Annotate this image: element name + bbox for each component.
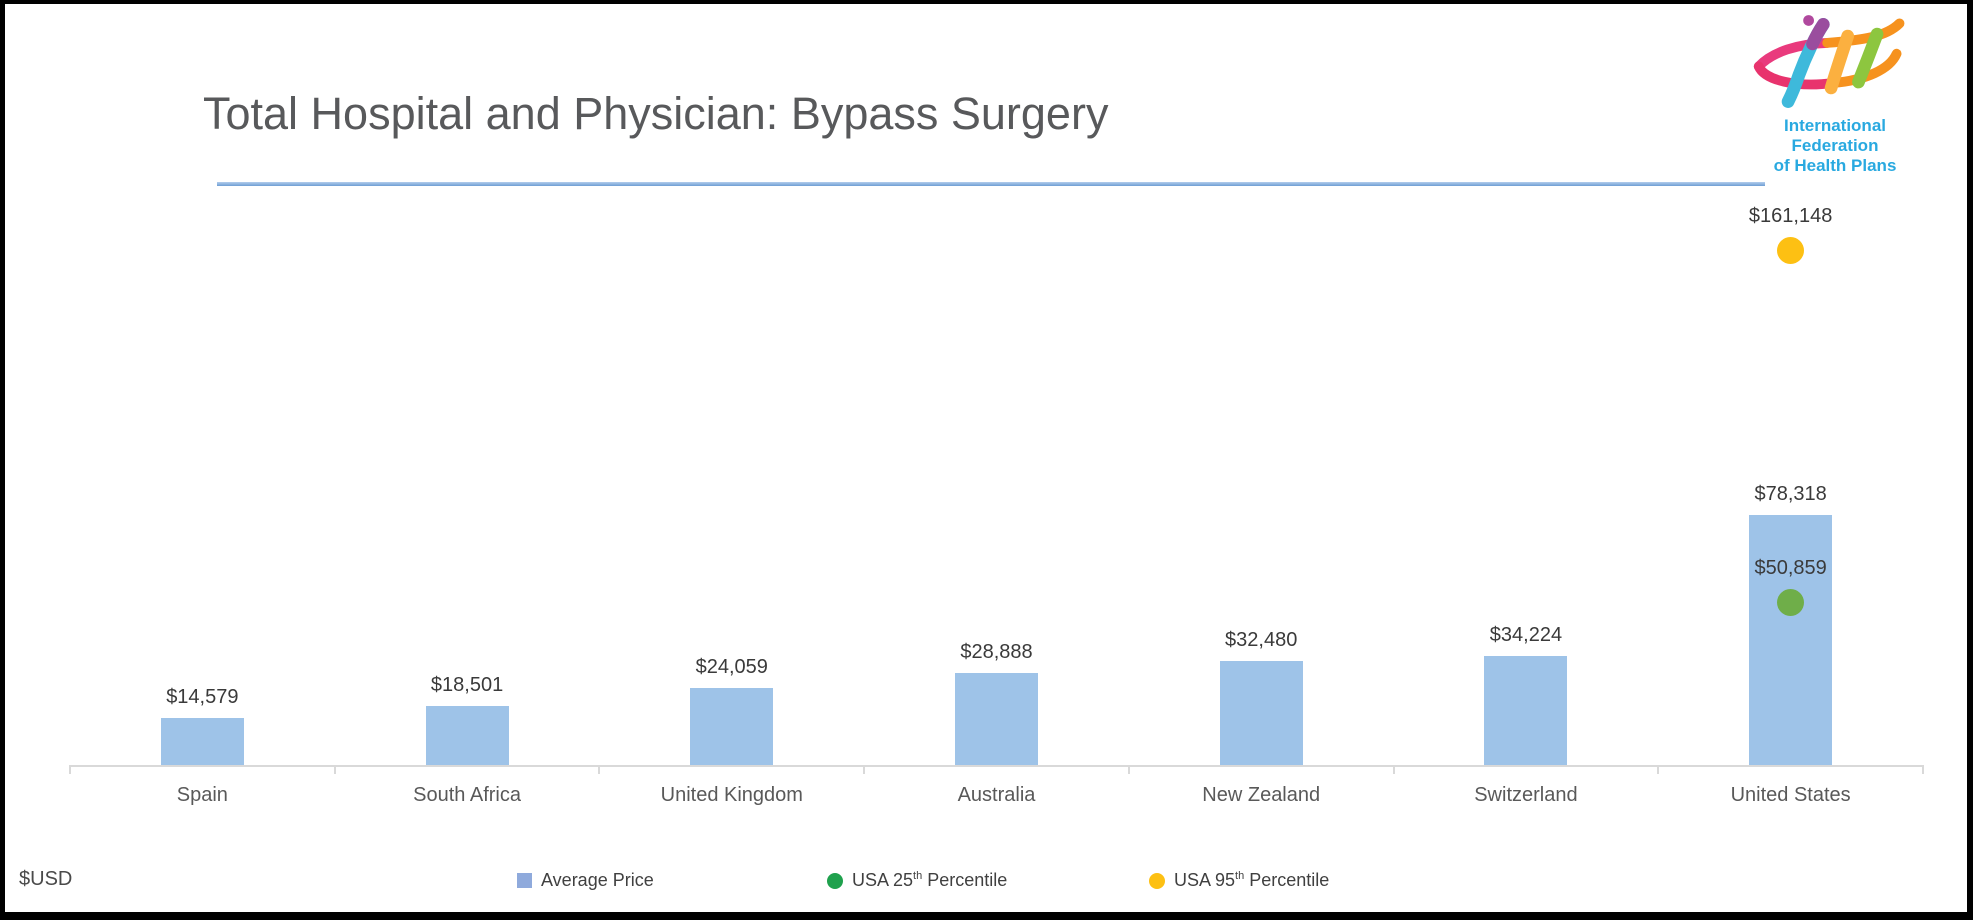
x-axis xyxy=(70,765,1923,767)
value-label-united-kingdom: $24,059 xyxy=(695,656,768,679)
dot-usa-25th-percentile xyxy=(1777,589,1805,617)
legend-item-average-price: Average Price xyxy=(517,870,654,891)
category-label-spain: Spain xyxy=(176,784,228,806)
x-axis-tick xyxy=(1127,765,1130,774)
legend-label-average-price: Average Price xyxy=(541,870,654,890)
bar-new-zealand xyxy=(1219,661,1303,765)
bar-united-kingdom xyxy=(690,688,774,765)
title-underline xyxy=(217,182,1765,186)
ifhp-ribbon-icon xyxy=(1753,15,1905,108)
legend-item-usa-25th-percentile: USA 25th Percentile xyxy=(827,870,1007,891)
x-axis-tick xyxy=(333,765,336,774)
legend-item-usa-95th-percentile: USA 95th Percentile xyxy=(1149,870,1329,891)
x-axis-tick xyxy=(1657,765,1660,774)
bar-switzerland xyxy=(1484,655,1568,765)
value-label-switzerland: $34,224 xyxy=(1489,623,1563,646)
category-label-australia: Australia xyxy=(957,784,1036,806)
bar-united-states xyxy=(1749,515,1833,765)
legend-marker-usa-95th-percentile xyxy=(1149,872,1165,889)
category-label-south-africa: South Africa xyxy=(413,784,521,806)
bar-south-africa xyxy=(425,705,509,765)
x-axis-tick xyxy=(69,765,71,774)
dot-usa-95th-percentile xyxy=(1777,237,1805,265)
legend-label-usa-95th-percentile: USA 95th Percentile xyxy=(1174,870,1330,890)
x-axis-tick xyxy=(1922,765,1924,774)
ifhp-logo: International Federation of Health Plans xyxy=(1743,10,1927,176)
legend-marker-usa-25th-percentile xyxy=(827,872,843,889)
legend-label-usa-25th-percentile: USA 25th Percentile xyxy=(852,870,1008,890)
currency-note: $USD xyxy=(19,868,73,890)
value-label-new-zealand: $32,480 xyxy=(1225,629,1298,652)
value-label-usa-25th-percentile: $50,859 xyxy=(1754,557,1827,580)
value-label-south-africa: $18,501 xyxy=(430,673,504,696)
page-title: Total Hospital and Physician: Bypass Sur… xyxy=(203,88,1109,139)
category-label-united-states: United States xyxy=(1730,784,1851,806)
category-label-new-zealand: New Zealand xyxy=(1202,784,1321,806)
category-label-switzerland: Switzerland xyxy=(1474,784,1578,806)
bar-australia xyxy=(955,672,1038,765)
bar-spain xyxy=(160,718,244,765)
legend-marker-average-price xyxy=(517,873,532,888)
ifhp-logo-line2: of Health Plans xyxy=(1773,156,1897,175)
ifhp-logo-line1: International Federation xyxy=(1783,116,1886,155)
category-label-united-kingdom: United Kingdom xyxy=(660,784,803,806)
value-label-usa-95th-percentile: $161,148 xyxy=(1748,205,1833,228)
ifhp-logo-text: International Federation of Health Plans xyxy=(1743,116,1927,176)
value-label-united-states: $78,318 xyxy=(1754,483,1827,505)
value-label-spain: $14,579 xyxy=(166,686,239,709)
x-axis-tick xyxy=(863,765,866,774)
value-label-australia: $28,888 xyxy=(960,640,1033,663)
x-axis-tick xyxy=(598,765,601,774)
x-axis-tick xyxy=(1392,765,1395,774)
